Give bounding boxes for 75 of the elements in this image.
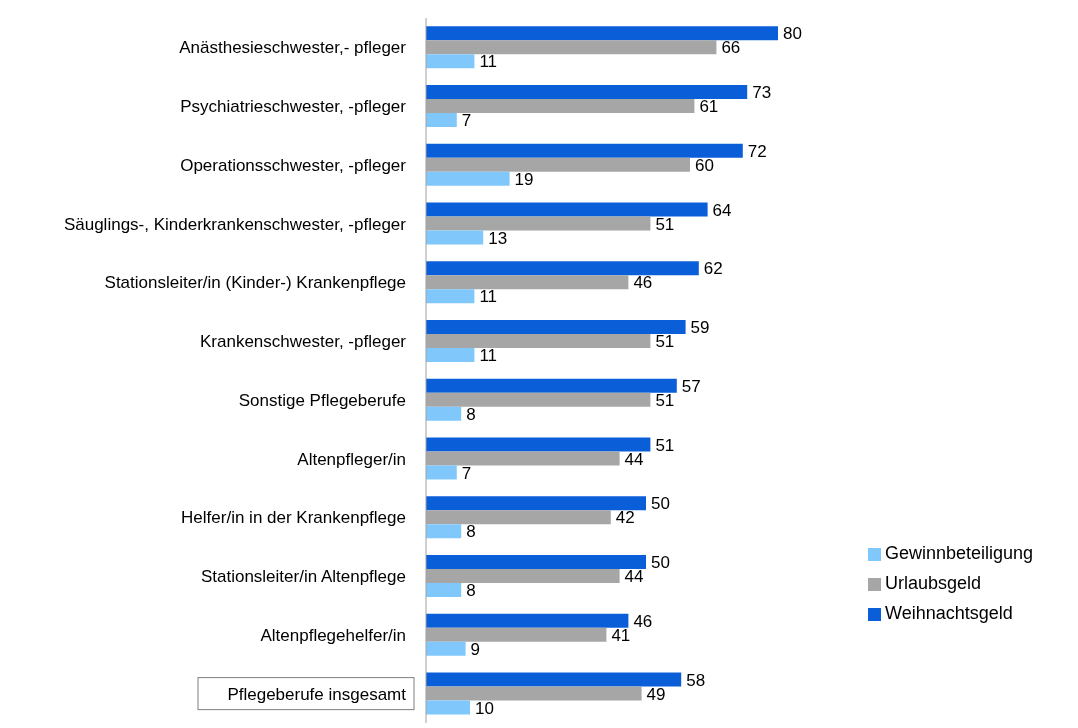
data-label: 50 [651, 494, 670, 514]
data-label: 7 [461, 463, 472, 483]
y-tick-label: Stationsleiter/in Altenpflege [200, 567, 406, 587]
data-label: 60 [695, 155, 714, 175]
data-label: 50 [651, 553, 670, 573]
y-tick-label: Säuglings-, Kinderkrankenschwester, -pfleger [63, 214, 407, 234]
bar [426, 700, 470, 715]
data-label: 11 [479, 287, 498, 307]
data-label: 80 [783, 24, 802, 44]
y-tick-label: Sonstige Pflegeberufe [238, 390, 406, 410]
data-label: 61 [699, 97, 719, 117]
data-label: 8 [466, 404, 476, 424]
bar [426, 289, 475, 304]
data-label: 41 [611, 625, 631, 645]
data-label: 13 [488, 228, 508, 248]
data-label: 64 [712, 200, 732, 220]
y-tick-label: Stationsleiter/in (Kinder-) Krankenpflege [104, 273, 406, 293]
bar [426, 112, 457, 127]
data-label: 11 [479, 52, 498, 72]
bar [426, 230, 484, 245]
data-label: 51 [655, 390, 675, 410]
y-tick-label: Helfer/in in der Krankenpflege [181, 508, 406, 528]
bar [426, 202, 708, 217]
data-label: 46 [633, 273, 653, 293]
data-label: 73 [752, 83, 772, 103]
legend-label: Urlaubsgeld [885, 573, 982, 593]
data-label: 42 [615, 508, 635, 528]
bar [426, 524, 462, 539]
bar [426, 171, 510, 186]
bar [426, 465, 457, 480]
data-label: 9 [470, 639, 481, 659]
bar [426, 406, 462, 421]
y-tick-label: Krankenschwester, -pfleger [200, 332, 407, 352]
data-label: 66 [721, 38, 741, 58]
bar [426, 554, 646, 569]
data-label: 57 [681, 376, 701, 396]
bar [426, 54, 475, 69]
data-label: 46 [633, 611, 653, 631]
data-label: 49 [646, 684, 666, 704]
bar [426, 613, 629, 628]
data-label: 59 [690, 318, 710, 338]
data-label: 72 [747, 141, 767, 161]
bar [426, 84, 748, 99]
data-label: 8 [466, 522, 476, 542]
bar [426, 261, 699, 276]
data-label: 10 [475, 698, 494, 718]
bar [426, 347, 475, 362]
data-label: 58 [686, 670, 706, 690]
bar [426, 672, 682, 687]
y-tick-label: Altenpflegehelfer/in [260, 625, 406, 645]
data-label: 44 [624, 449, 644, 469]
data-label: 51 [655, 332, 675, 352]
legend-label: Weihnachtsgeld [885, 603, 1013, 623]
bar [426, 378, 677, 393]
data-label: 51 [655, 214, 675, 234]
legend-label: Gewinnbeteiligung [885, 543, 1034, 563]
bar [426, 437, 651, 452]
data-label: 51 [655, 435, 675, 455]
bar [426, 582, 462, 597]
data-label: 7 [461, 111, 472, 131]
data-label: 44 [624, 567, 644, 587]
bar [426, 26, 778, 41]
y-tick-label: Anästhesieschwester,- pfleger [179, 38, 407, 58]
data-label: 19 [514, 169, 534, 189]
y-tick-label: Psychiatrieschwester, -pfleger [180, 97, 407, 117]
data-label: 11 [479, 346, 498, 366]
y-tick-label: Altenpfleger/in [297, 449, 406, 469]
data-label: 62 [703, 259, 723, 279]
y-tick-label: Operationsschwester, -pfleger [180, 155, 407, 175]
y-tick-label: Pflegeberufe insgesamt [227, 684, 407, 704]
bar [426, 319, 686, 334]
bar [426, 143, 743, 158]
bar [426, 496, 646, 511]
bar [426, 641, 466, 656]
data-label: 8 [466, 581, 476, 601]
